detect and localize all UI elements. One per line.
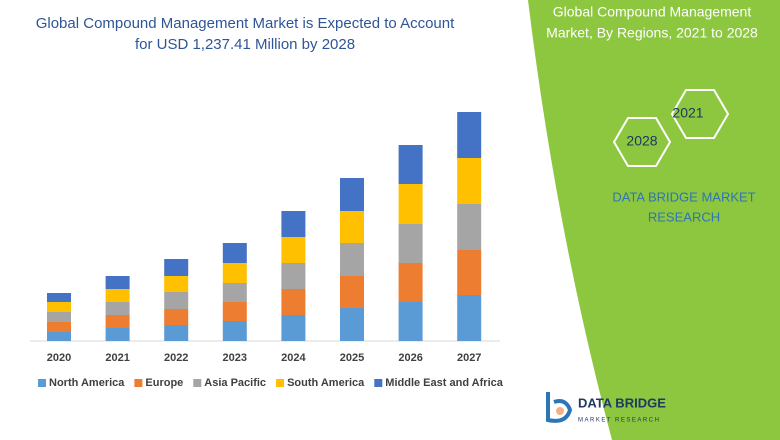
- bar-segment: [457, 158, 482, 204]
- legend-label: Asia Pacific: [204, 377, 266, 389]
- legend-swatch: [38, 379, 46, 387]
- bar-segment: [47, 293, 71, 302]
- chart-title: Global Compound Management Market is Exp…: [36, 15, 455, 32]
- legend-swatch: [134, 379, 143, 387]
- panel-title: Global Compound Management: [553, 4, 752, 20]
- bar-segment: [105, 328, 130, 341]
- bar-segment: [222, 283, 247, 302]
- hexagon: [670, 89, 730, 139]
- side-panel: [528, 0, 780, 440]
- bar-segment: [398, 145, 423, 184]
- bar-segment: [340, 276, 364, 308]
- legend-swatch: [276, 379, 285, 387]
- bar-segment: [281, 315, 306, 341]
- chart-title: for USD 1,237.41 Million by 2028: [135, 36, 355, 53]
- x-tick-label: 2023: [223, 352, 247, 364]
- logo-name: DATA BRIDGE: [578, 395, 666, 410]
- legend-label: South America: [287, 377, 365, 389]
- bar-segment: [47, 302, 71, 312]
- bar-segment: [281, 289, 306, 315]
- logo-mark: [556, 407, 564, 415]
- bar-segment: [222, 263, 247, 283]
- legend-swatch: [374, 379, 383, 387]
- bar-segment: [457, 250, 482, 295]
- hexagon-label: 2021: [672, 105, 703, 121]
- legend-swatch: [193, 379, 202, 387]
- x-tick-label: 2024: [281, 352, 306, 364]
- x-tick-label: 2026: [398, 352, 422, 364]
- bar-segment: [47, 332, 71, 341]
- bar-segment: [105, 276, 130, 289]
- bar-segment: [164, 276, 189, 292]
- bar-segment: [281, 211, 306, 237]
- legend-label: Middle East and Africa: [385, 377, 503, 389]
- bar-segment: [398, 224, 423, 263]
- x-tick-label: 2022: [164, 352, 188, 364]
- logo-tagline: MARKET RESEARCH: [578, 418, 660, 424]
- bar-segment: [164, 259, 189, 276]
- bar-segment: [47, 322, 71, 332]
- bar-segment: [398, 302, 423, 341]
- bar-segment: [105, 315, 130, 328]
- bar-segment: [281, 237, 306, 263]
- bar-segment: [164, 309, 189, 325]
- hexagon: [612, 117, 672, 167]
- logo-mark: [546, 392, 573, 423]
- bar-segment: [398, 184, 423, 224]
- bar-segment: [340, 211, 364, 243]
- bar-segment: [47, 312, 71, 322]
- legend-label: Europe: [145, 377, 183, 389]
- bar-segment: [398, 263, 423, 302]
- bar-segment: [340, 178, 364, 211]
- bar-segment: [164, 325, 189, 341]
- bar-segment: [340, 308, 364, 341]
- hexagon-label: 2028: [626, 133, 657, 149]
- bar-segment: [105, 289, 130, 302]
- bar-segment: [222, 243, 247, 263]
- bar-segment: [222, 302, 247, 321]
- bar-segment: [457, 204, 482, 250]
- x-tick-label: 2025: [340, 352, 364, 364]
- bar-segment: [105, 302, 130, 315]
- bar-segment: [340, 243, 364, 276]
- x-tick-label: 2021: [105, 352, 129, 364]
- bar-segment: [457, 295, 482, 341]
- panel-title: Market, By Regions, 2021 to 2028: [546, 25, 758, 41]
- brand-text: DATA BRIDGE MARKET: [612, 189, 755, 204]
- x-tick-label: 2027: [457, 352, 481, 364]
- brand-text: RESEARCH: [648, 209, 720, 224]
- legend-label: North America: [49, 377, 125, 389]
- bar-segment: [281, 263, 306, 289]
- x-tick-label: 2020: [47, 352, 71, 364]
- bar-segment: [457, 112, 482, 158]
- bar-segment: [164, 292, 189, 309]
- bar-segment: [222, 321, 247, 341]
